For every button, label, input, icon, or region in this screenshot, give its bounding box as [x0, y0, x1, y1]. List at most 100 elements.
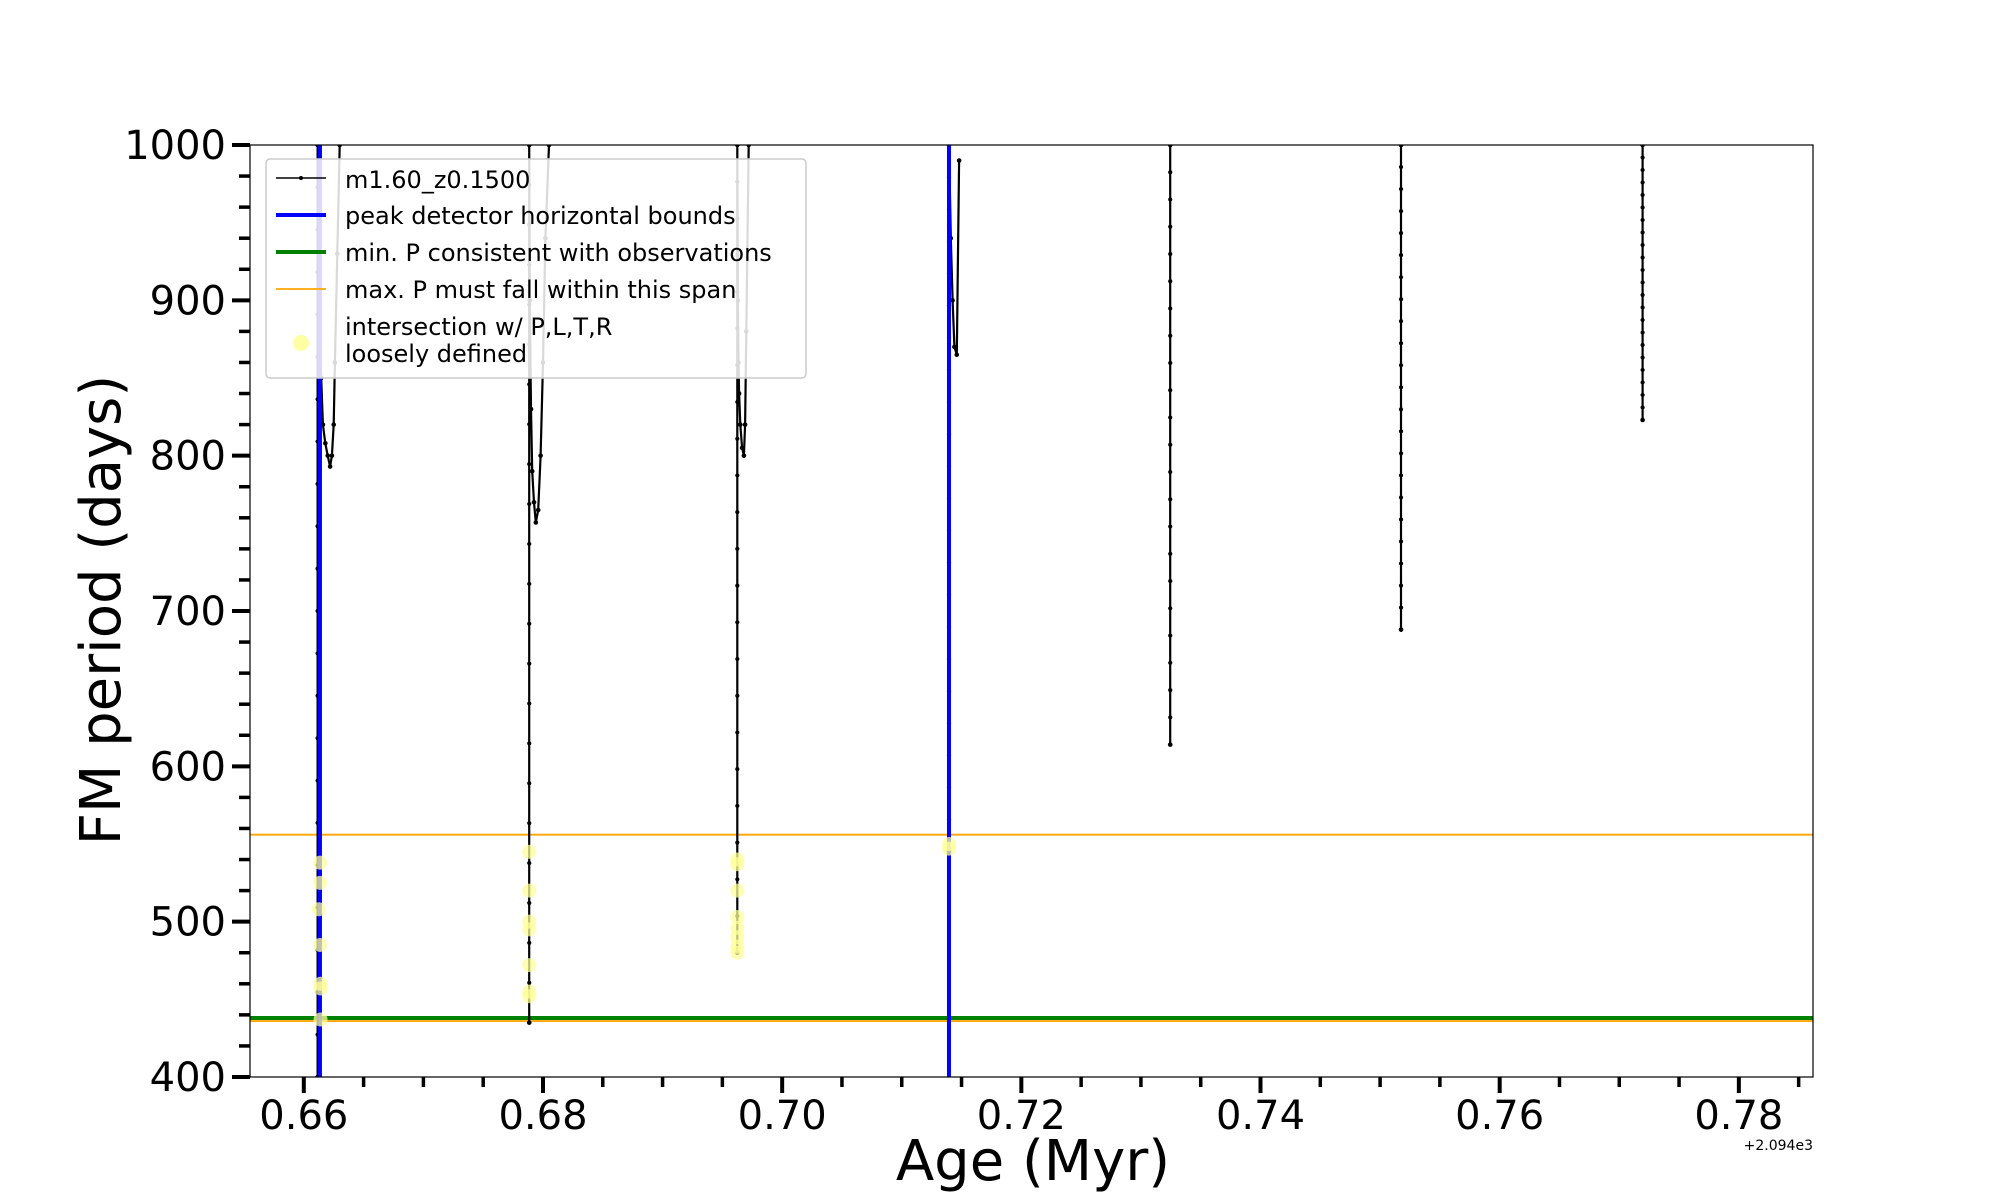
- legend-label-min-p: min. P consistent with observations: [345, 239, 772, 267]
- model-point: [1398, 583, 1404, 588]
- model-point: [1398, 605, 1404, 610]
- model-point: [1168, 306, 1173, 311]
- model-point: [1398, 495, 1404, 500]
- model-point: [1640, 180, 1645, 185]
- model-point: [1640, 155, 1645, 160]
- intersection-point: [313, 981, 328, 996]
- y-tick-label: 400: [150, 1055, 226, 1101]
- model-point: [527, 501, 532, 507]
- intersection-point: [522, 844, 537, 859]
- intersection-point: [522, 958, 537, 973]
- model-point: [735, 473, 740, 478]
- model-point: [735, 803, 740, 808]
- model-point: [1640, 167, 1645, 173]
- model-point: [1168, 469, 1173, 475]
- model-point: [1168, 279, 1173, 284]
- y-tick-label: 500: [150, 900, 226, 946]
- model-point: [1398, 319, 1404, 324]
- model-point: [1398, 517, 1404, 522]
- model-point: [735, 546, 740, 551]
- intersection-point: [522, 922, 537, 937]
- model-point: [1640, 255, 1645, 260]
- model-point: [1398, 385, 1404, 390]
- model-point: [1168, 442, 1173, 447]
- model-point: [325, 453, 331, 458]
- model-point: [735, 730, 740, 735]
- intersection-point: [313, 1012, 328, 1027]
- y-tick-label: 900: [150, 278, 226, 324]
- model-point: [736, 391, 742, 396]
- model-point: [1398, 407, 1404, 412]
- model-point: [739, 445, 745, 451]
- model-point: [1640, 217, 1645, 223]
- model-point: [527, 860, 532, 866]
- model-point: [527, 541, 532, 547]
- model-point: [742, 422, 748, 427]
- model-point: [527, 701, 532, 706]
- model-point: [950, 298, 955, 303]
- model-point: [1398, 164, 1404, 170]
- y-tick-label: 1000: [124, 123, 226, 169]
- model-point: [735, 399, 740, 405]
- x-tick-label: 0.68: [498, 1093, 587, 1139]
- legend-label-intersection: intersection w/ P,L,T,R: [345, 313, 612, 341]
- model-point: [1168, 388, 1173, 393]
- model-point: [1168, 333, 1173, 338]
- x-tick-label: 0.78: [1694, 1093, 1783, 1139]
- model-point: [1398, 186, 1404, 192]
- legend-entry-peak-bounds: peak detector horizontal bounds: [276, 202, 736, 230]
- model-point: [527, 661, 532, 666]
- model-point: [1168, 742, 1173, 747]
- model-point: [1168, 715, 1173, 720]
- model-point: [1640, 405, 1645, 410]
- model-point: [535, 507, 541, 513]
- x-axis-label: Age (Myr): [896, 1129, 1170, 1194]
- model-point: [735, 840, 740, 845]
- model-point: [1640, 205, 1645, 210]
- model-point: [741, 453, 747, 458]
- legend-entry-max-p: max. P must fall within this span: [276, 276, 736, 304]
- x-offset-label: +2.094e3: [1744, 1138, 1813, 1154]
- intersection-point: [522, 883, 537, 898]
- model-point: [1398, 473, 1404, 478]
- intersection-point: [941, 841, 956, 856]
- intersection-point: [522, 989, 537, 1004]
- model-point: [329, 453, 335, 458]
- model-point: [531, 499, 537, 505]
- model-point: [1168, 606, 1173, 611]
- intersection-point: [730, 945, 745, 960]
- legend: m1.60_z0.1500 peak detector horizontal b…: [265, 158, 807, 379]
- model-point: [1640, 392, 1645, 398]
- model-point: [1168, 170, 1173, 175]
- x-tick-label: 0.72: [977, 1093, 1066, 1139]
- model-point: [1168, 251, 1173, 257]
- model-point: [1398, 451, 1404, 456]
- model-point: [528, 406, 534, 412]
- legend-box: [265, 158, 807, 379]
- y-tick-label: 800: [150, 434, 226, 480]
- model-point: [735, 436, 740, 441]
- model-point: [1168, 660, 1173, 665]
- model-point: [735, 877, 740, 882]
- model-point: [1398, 627, 1404, 632]
- model-point: [735, 583, 740, 588]
- legend-label-intersection-2: loosely defined: [345, 340, 527, 368]
- model-point: [1398, 231, 1404, 236]
- model-point: [1168, 687, 1173, 693]
- model-point: [527, 382, 532, 387]
- model-point: [952, 344, 957, 350]
- model-point: [1168, 360, 1173, 366]
- y-tick-label: 700: [150, 589, 226, 635]
- model-point: [529, 468, 535, 474]
- model-point: [1640, 292, 1645, 298]
- model-point: [1168, 415, 1173, 420]
- x-tick-label: 0.66: [259, 1093, 348, 1139]
- intersection-point: [730, 910, 745, 925]
- model-point: [323, 440, 328, 446]
- model-point: [527, 581, 532, 586]
- y-tick-label: 600: [150, 744, 226, 790]
- intersection-point: [312, 937, 327, 952]
- model-point: [527, 900, 532, 906]
- model-point: [1640, 380, 1645, 385]
- x-tick-label: 0.76: [1455, 1093, 1544, 1139]
